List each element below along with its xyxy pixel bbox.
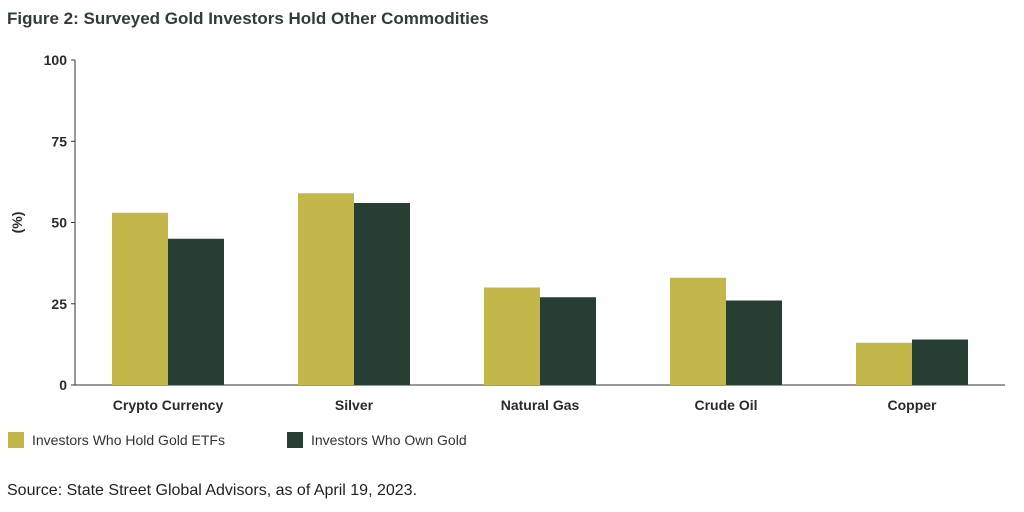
chart-title: Figure 2: Surveyed Gold Investors Hold O… (7, 9, 489, 28)
bar-etf (298, 193, 354, 385)
category-label: Crude Oil (694, 397, 757, 413)
bar-etf (670, 277, 726, 385)
bar-own-gold (540, 297, 596, 385)
y-tick-label: 100 (44, 52, 68, 68)
category-label: Copper (888, 397, 938, 413)
y-axis-label: (%) (9, 212, 25, 234)
labels: Crypto Currency Silver Natural Gas Crude Oi… (113, 397, 937, 413)
bar-etf (484, 287, 540, 385)
category-label: Crypto Currency (113, 397, 224, 413)
legend-label: Investors Who Hold Gold ETFs (32, 432, 225, 448)
legend: Investors Who Hold Gold ETFs Investors Wh… (8, 432, 467, 448)
bar-own-gold (912, 339, 968, 385)
legend-swatch (287, 432, 303, 448)
bars (112, 193, 968, 385)
bar-own-gold (168, 238, 224, 385)
bar-etf (112, 212, 168, 385)
bar-own-gold (354, 203, 410, 385)
y-tick-label: 75 (51, 133, 67, 149)
category-label: Silver (335, 397, 374, 413)
legend-label: Investors Who Own Gold (311, 432, 467, 448)
source-note: Source: State Street Global Advisors, as… (7, 482, 418, 499)
y-tick-label: 50 (51, 215, 67, 231)
bar-own-gold (726, 300, 782, 385)
category-label: Natural Gas (501, 397, 580, 413)
bar-etf (856, 342, 912, 385)
y-tick-label: 25 (51, 296, 67, 312)
y-tick-label: 0 (59, 377, 67, 393)
legend-swatch (8, 432, 24, 448)
